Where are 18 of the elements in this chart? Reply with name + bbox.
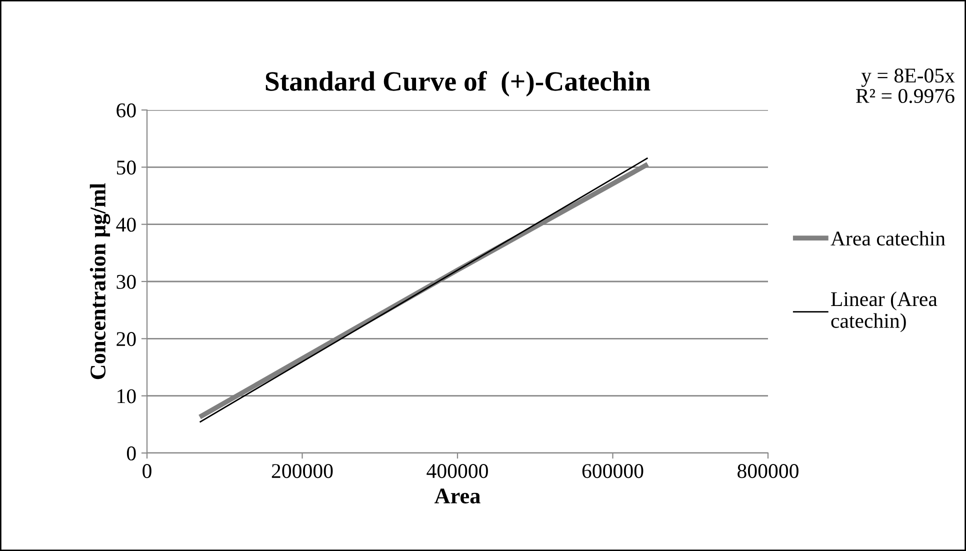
legend-label: Area catechin bbox=[830, 230, 946, 246]
x-tick-label: 600000 bbox=[582, 464, 644, 478]
y-tick-label: 30 bbox=[116, 274, 136, 289]
y-tick-label: 60 bbox=[116, 103, 136, 118]
x-tick-label: 400000 bbox=[426, 464, 488, 478]
y-axis-title: Concentration µg/ml bbox=[90, 183, 110, 380]
y-tick-label: 50 bbox=[116, 160, 136, 175]
y-tick-label: 0 bbox=[126, 446, 136, 460]
x-axis-title: Area bbox=[434, 488, 480, 504]
y-tick-label: 10 bbox=[118, 389, 136, 404]
x-tick-label: 800000 bbox=[738, 464, 798, 478]
text: y = 8E-05x R² = 0.9976 bbox=[856, 68, 955, 104]
y-tick-label: 20 bbox=[116, 332, 136, 346]
x-tick-label: 0 bbox=[142, 464, 152, 478]
x-tick-label: 200000 bbox=[272, 464, 333, 478]
chart-title: Standard Curve of (+)-Catechin bbox=[266, 71, 650, 96]
y-tick-label: 40 bbox=[116, 218, 136, 232]
legend-label: Linear (Area catechin) bbox=[831, 292, 938, 332]
